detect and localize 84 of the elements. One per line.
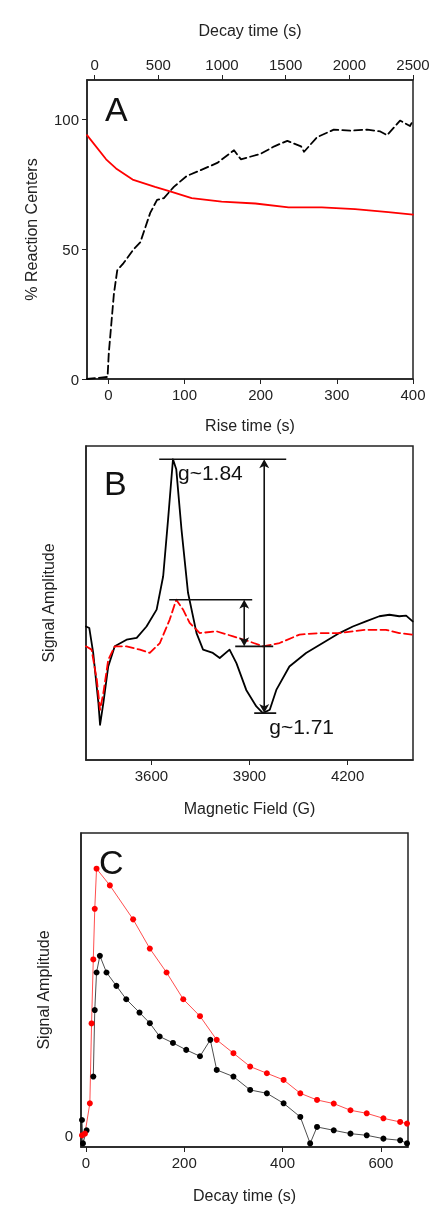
point	[88, 1020, 95, 1027]
point	[113, 982, 120, 989]
point	[86, 1100, 93, 1107]
point	[363, 1132, 370, 1139]
point	[91, 905, 98, 912]
point	[307, 1140, 314, 1147]
point	[314, 1123, 321, 1130]
point	[404, 1140, 411, 1147]
x2-tick-label: 0	[90, 56, 99, 73]
point	[197, 1053, 203, 1060]
point	[380, 1135, 387, 1142]
point	[130, 916, 137, 923]
point	[397, 1118, 404, 1125]
x-tick-label: 3600	[134, 767, 169, 784]
y-tick-label: 0	[70, 370, 79, 388]
point	[230, 1050, 237, 1057]
point	[230, 1073, 237, 1080]
point	[96, 952, 103, 959]
x-axis-title: Rise time (s)	[205, 416, 295, 434]
point	[247, 1086, 254, 1093]
point	[397, 1137, 404, 1144]
x-axis-title: Magnetic Field (G)	[183, 799, 316, 817]
point	[297, 1090, 304, 1097]
point	[78, 1117, 85, 1123]
x2-axis-title: Decay time (s)	[198, 21, 302, 39]
point	[123, 996, 130, 1003]
point	[207, 1036, 214, 1043]
x-tick-label: 600	[368, 1154, 394, 1171]
x-tick-label: 3900	[232, 767, 267, 784]
point	[213, 1036, 220, 1043]
point	[213, 1066, 220, 1073]
x2-tick-label: 2000	[332, 56, 367, 73]
x-tick-label: 0	[104, 386, 113, 403]
point	[93, 865, 100, 872]
annotation: B	[104, 464, 127, 502]
x-axis-title: Decay time (s)	[192, 1186, 297, 1204]
point	[330, 1100, 337, 1107]
point	[247, 1063, 254, 1070]
point	[183, 1046, 190, 1053]
x2-tick-label: 1500	[268, 56, 303, 73]
point	[136, 1009, 143, 1016]
y-axis-title: Signal Amplitude	[34, 930, 52, 1050]
point	[197, 1013, 203, 1020]
point	[180, 996, 187, 1003]
point	[106, 882, 113, 889]
point	[363, 1110, 370, 1117]
x-tick-label: 300	[324, 386, 350, 403]
point	[347, 1107, 354, 1114]
point	[314, 1096, 321, 1103]
annotation: A	[105, 90, 128, 128]
x-tick-label: 200	[171, 1154, 197, 1171]
point	[103, 969, 110, 976]
point	[404, 1120, 411, 1127]
point	[330, 1127, 337, 1134]
point	[146, 1020, 153, 1027]
point	[263, 1090, 270, 1097]
y-tick-label: 50	[62, 240, 79, 258]
point	[280, 1100, 287, 1107]
point	[91, 1007, 98, 1014]
x-tick-label: 400	[270, 1154, 296, 1171]
y-axis-title: % Reaction Centers	[22, 158, 40, 301]
y-axis-title: Signal Amplitude	[39, 543, 57, 663]
x-tick-label: 0	[81, 1154, 91, 1171]
point	[169, 1039, 176, 1046]
y-tick-label: 100	[53, 110, 79, 128]
point	[380, 1115, 387, 1122]
point	[280, 1076, 287, 1083]
point	[347, 1130, 354, 1137]
x-tick-label: 400	[400, 386, 426, 403]
annotation: g~1.84	[177, 461, 244, 485]
point	[263, 1070, 270, 1077]
annotation: C	[99, 843, 124, 881]
x2-tick-label: 1000	[205, 56, 239, 73]
x-tick-label: 100	[171, 386, 198, 403]
annotation: g~1.71	[269, 715, 335, 739]
x-tick-label: 4200	[330, 767, 365, 784]
point	[163, 969, 170, 976]
x2-tick-label: 2500	[396, 56, 430, 73]
point	[93, 969, 100, 976]
x-tick-label: 200	[248, 386, 274, 403]
x2-tick-label: 500	[145, 56, 171, 73]
point	[79, 1140, 86, 1147]
point	[146, 945, 153, 952]
point	[297, 1113, 304, 1120]
